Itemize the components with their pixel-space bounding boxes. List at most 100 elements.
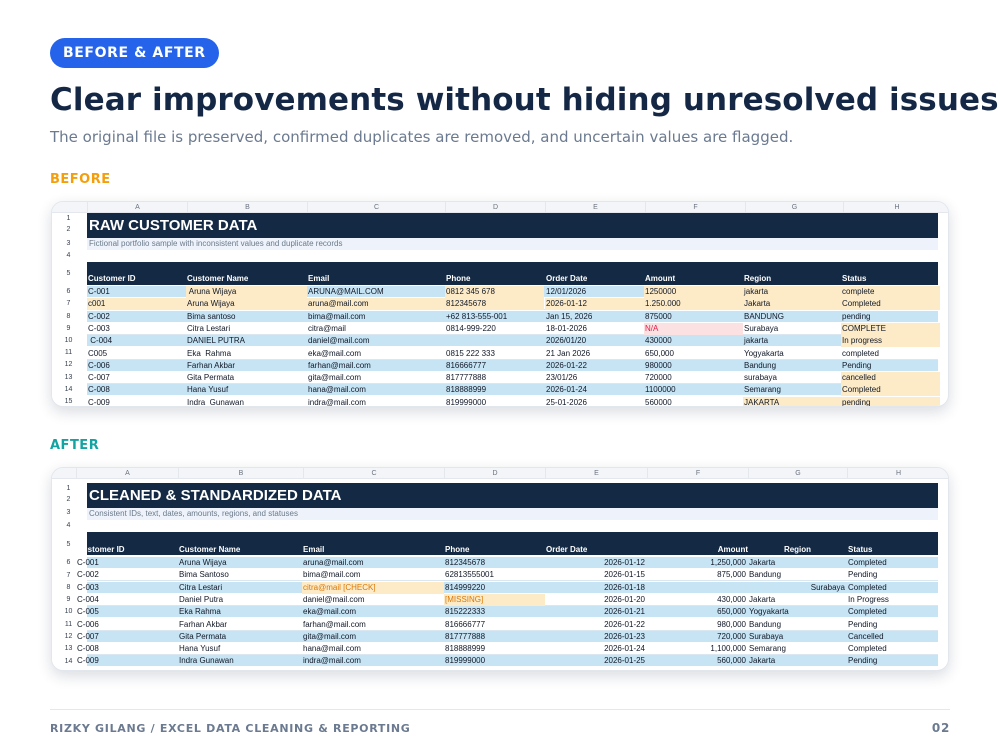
- row-number[interactable]: 12: [64, 361, 73, 368]
- table-cell-order-date[interactable]: 2026-01-12: [545, 298, 644, 311]
- table-cell-amount[interactable]: 875000: [645, 311, 672, 321]
- table-cell-customer-id[interactable]: C-006: [77, 619, 99, 629]
- table-row[interactable]: [87, 384, 938, 397]
- table-cell-order-date[interactable]: 2026-01-23: [604, 631, 645, 641]
- table-cell-phone[interactable]: 818888999: [446, 385, 487, 395]
- table-cell-amount[interactable]: 720000: [645, 373, 672, 383]
- table-cell-customer-name[interactable]: Hana Yusuf: [179, 644, 221, 654]
- column-letter[interactable]: A: [87, 202, 187, 213]
- table-cell-customer-id[interactable]: C-008: [88, 385, 110, 395]
- row-number[interactable]: 10: [64, 337, 73, 344]
- table-cell-email[interactable]: eka@mail.com: [303, 607, 357, 617]
- table-cell-phone[interactable]: 817777888: [445, 631, 486, 641]
- column-header-amount[interactable]: Amount: [645, 274, 676, 283]
- row-number[interactable]: 8: [66, 313, 71, 320]
- table-row[interactable]: [87, 557, 938, 569]
- table-cell-customer-id[interactable]: C-003: [77, 582, 99, 592]
- table-cell-status[interactable]: Completed: [848, 607, 887, 617]
- table-cell-region[interactable]: Jakarta: [749, 594, 776, 604]
- row-number[interactable]: 6: [66, 288, 71, 295]
- table-cell-customer-name[interactable]: Bima santoso: [187, 311, 236, 321]
- table-cell-region[interactable]: Bandung: [744, 360, 777, 370]
- table-cell-region[interactable]: jakarta: [743, 286, 841, 298]
- table-row[interactable]: [87, 630, 938, 643]
- row-number[interactable]: 9: [66, 325, 71, 332]
- table-cell-region[interactable]: jakarta: [744, 336, 769, 346]
- column-header-email[interactable]: Email: [308, 274, 330, 283]
- table-row[interactable]: [87, 310, 938, 323]
- table-cell-amount[interactable]: 1250000: [644, 286, 743, 298]
- table-cell-order-date[interactable]: 12/01/2026: [546, 287, 587, 296]
- table-cell-region[interactable]: Yogyakarta: [744, 348, 784, 358]
- table-cell-amount[interactable]: 430000: [645, 336, 672, 346]
- table-cell-amount[interactable]: N/A: [644, 322, 743, 335]
- row-number[interactable]: 12: [64, 633, 73, 640]
- table-cell-region[interactable]: Bandung: [749, 570, 782, 580]
- table-cell-customer-id[interactable]: C-004: [77, 594, 99, 604]
- table-cell-customer-id[interactable]: C005: [88, 348, 108, 358]
- column-header-order-date[interactable]: Order Date: [546, 545, 588, 554]
- column-header-order-date[interactable]: Order Date: [546, 274, 588, 283]
- table-cell-status[interactable]: Completed: [841, 298, 940, 311]
- table-cell-customer-id[interactable]: C-006: [88, 360, 110, 370]
- table-cell-phone[interactable]: [MISSING]: [444, 593, 545, 606]
- table-row[interactable]: [87, 655, 938, 668]
- table-cell-customer-name[interactable]: Indra Gunawan: [187, 397, 244, 407]
- table-cell-customer-id[interactable]: C-002: [88, 311, 110, 321]
- table-cell-order-date[interactable]: 2026-01-25: [604, 656, 645, 666]
- table-cell-email[interactable]: eka@mail.com: [308, 348, 362, 358]
- table-cell-email[interactable]: aruna@mail.com: [303, 558, 364, 567]
- table-cell-region[interactable]: Semarang: [744, 385, 781, 395]
- row-number[interactable]: 4: [66, 522, 71, 529]
- table-cell-region[interactable]: Surabaya: [810, 582, 845, 592]
- table-cell-amount[interactable]: 1.250.000: [644, 298, 743, 311]
- table-cell-status[interactable]: Pending: [848, 619, 878, 629]
- table-cell-region[interactable]: BANDUNG: [744, 311, 785, 321]
- table-cell-customer-name[interactable]: Bima Santoso: [179, 570, 229, 580]
- column-letter[interactable]: G: [748, 468, 847, 479]
- table-cell-customer-name[interactable]: Aruna Wijaya: [179, 558, 227, 567]
- after-spreadsheet[interactable]: A B C D E F G H 1 2 3 4 5 6 7 8 9 10 11 12 13 14 CLEANED & STA…: [51, 467, 949, 671]
- table-cell-email[interactable]: indra@mail.com: [308, 397, 366, 407]
- table-cell-phone[interactable]: 0814-999-220: [446, 323, 496, 333]
- table-cell-status[interactable]: complete: [841, 286, 940, 298]
- row-number[interactable]: 3: [66, 509, 71, 516]
- table-cell-order-date[interactable]: 2026-01-24: [546, 385, 587, 395]
- table-cell-phone[interactable]: 62813555001: [445, 570, 494, 580]
- table-cell-email[interactable]: bima@mail.com: [308, 311, 366, 321]
- table-cell-customer-id[interactable]: C-003: [88, 323, 110, 333]
- table-cell-email[interactable]: farhan@mail.com: [308, 360, 371, 370]
- column-letter[interactable]: B: [178, 468, 303, 479]
- table-cell-region[interactable]: surabaya: [744, 373, 777, 383]
- row-number[interactable]: 10: [64, 608, 73, 615]
- column-header-phone[interactable]: Phone: [445, 545, 470, 554]
- table-cell-status[interactable]: In progress: [841, 335, 940, 348]
- table-cell-phone[interactable]: 0812 345 678: [445, 286, 544, 298]
- column-letter[interactable]: G: [745, 202, 843, 213]
- table-cell-order-date[interactable]: 18-01-2026: [546, 323, 587, 333]
- table-cell-region[interactable]: Jakarta: [749, 558, 776, 567]
- row-number[interactable]: 1: [66, 485, 71, 492]
- table-cell-region[interactable]: Bandung: [749, 619, 782, 629]
- table-row[interactable]: [87, 359, 938, 372]
- before-spreadsheet[interactable]: A B C D E F G H 1 2 3 4 5 6 7 8 9 10 11 12 13 14 15 RAW CUSTOME…: [51, 201, 949, 407]
- row-number[interactable]: 6: [66, 559, 71, 566]
- table-cell-order-date[interactable]: 2026-01-22: [546, 360, 587, 370]
- table-cell-status[interactable]: Pending: [842, 360, 872, 370]
- row-number[interactable]: 5: [66, 270, 71, 277]
- table-cell-amount[interactable]: 650,000: [717, 607, 746, 617]
- table-cell-customer-name[interactable]: Farhan Akbar: [179, 619, 228, 629]
- table-cell-region[interactable]: Jakarta: [743, 298, 841, 311]
- row-number[interactable]: 7: [66, 300, 71, 307]
- table-cell-status[interactable]: Completed: [848, 558, 887, 567]
- column-header-phone[interactable]: Phone: [446, 274, 471, 283]
- table-cell-amount[interactable]: 980000: [645, 360, 672, 370]
- table-cell-customer-name[interactable]: Citra Lestari: [187, 323, 231, 333]
- table-cell-status[interactable]: completed: [842, 348, 879, 358]
- table-cell-phone[interactable]: 817777888: [446, 373, 487, 383]
- table-cell-order-date[interactable]: 2026-01-24: [604, 644, 645, 654]
- row-number[interactable]: 2: [66, 226, 71, 233]
- table-cell-customer-name[interactable]: Farhan Akbar: [187, 360, 236, 370]
- table-cell-amount[interactable]: 1100000: [645, 385, 676, 395]
- table-cell-email[interactable]: daniel@mail.com: [303, 594, 365, 604]
